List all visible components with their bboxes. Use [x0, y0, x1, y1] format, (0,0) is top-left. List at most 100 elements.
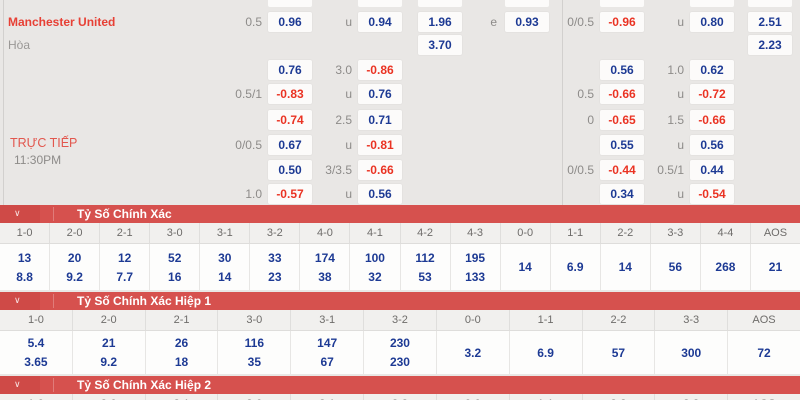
odds-value-button[interactable]: -0.66	[600, 84, 644, 104]
score-odds-cell[interactable]: 230 230	[364, 331, 437, 374]
score-odds-value[interactable]: 300	[681, 345, 702, 360]
odds-value-button[interactable]: 0.34	[600, 184, 644, 204]
section-header[interactable]: ∨ Tỷ Số Chính Xác Hiệp 2	[0, 376, 800, 394]
score-odds-cell[interactable]: 6.9	[510, 331, 583, 374]
score-odds-cell[interactable]: 12 7.7	[100, 244, 151, 290]
score-odds-value[interactable]: 32	[368, 269, 382, 284]
score-odds-value[interactable]: 8.8	[16, 269, 33, 284]
score-odds-value[interactable]: 6.9	[537, 345, 554, 360]
score-odds-value[interactable]: 100	[364, 250, 385, 265]
score-odds-value[interactable]: 268	[715, 260, 736, 274]
score-odds-value[interactable]: 133	[465, 269, 486, 284]
score-odds-cell[interactable]: 14	[501, 244, 551, 290]
odds-value-button[interactable]: 0.56	[690, 135, 734, 155]
odds-value-button[interactable]: 3.70	[418, 35, 462, 55]
collapse-toggle[interactable]: ∨	[0, 292, 40, 310]
odds-value-button[interactable]: 0.67	[268, 135, 312, 155]
score-odds-value[interactable]: 18	[174, 355, 189, 369]
score-odds-cell[interactable]: 268	[701, 244, 751, 290]
odds-value-button[interactable]: 0.55	[600, 135, 644, 155]
collapse-toggle[interactable]: ∨	[0, 376, 40, 394]
score-odds-value[interactable]: 116	[244, 336, 265, 350]
odds-value-button[interactable]: 0.62	[690, 60, 734, 80]
score-odds-value[interactable]: 13	[17, 250, 32, 265]
score-odds-value[interactable]: 7.7	[116, 269, 133, 284]
score-odds-cell[interactable]: 33 23	[250, 244, 301, 290]
score-odds-cell[interactable]: 147 67	[291, 331, 365, 374]
score-odds-value[interactable]: 3.65	[24, 355, 48, 369]
odds-value-button[interactable]: 0.71	[358, 110, 402, 130]
odds-value-button[interactable]: -0.74	[268, 110, 312, 130]
odds-value-button[interactable]: -0.96	[600, 12, 644, 32]
score-odds-cell[interactable]: 56	[651, 244, 701, 290]
score-odds-value[interactable]: 12	[117, 250, 132, 265]
score-odds-cell[interactable]: 174 38	[300, 244, 351, 290]
score-odds-cell[interactable]: 52 16	[150, 244, 201, 290]
score-odds-value[interactable]: 3.2	[464, 345, 482, 360]
score-odds-value[interactable]: 21	[768, 260, 783, 274]
score-odds-value[interactable]: 230	[389, 355, 410, 369]
odds-value-button[interactable]: 0.76	[268, 60, 312, 80]
score-odds-value[interactable]: 230	[389, 336, 410, 350]
score-odds-cell[interactable]: 21	[751, 244, 800, 290]
score-odds-value[interactable]: 52	[168, 250, 182, 265]
score-odds-value[interactable]: 57	[611, 345, 626, 360]
odds-value-button[interactable]: -0.72	[690, 84, 734, 104]
score-odds-cell[interactable]: 116 35	[218, 331, 292, 374]
score-odds-value[interactable]: 38	[318, 269, 332, 284]
score-odds-cell[interactable]: 3.2	[437, 331, 510, 374]
score-odds-cell[interactable]: 30 14	[200, 244, 251, 290]
score-odds-value[interactable]: 72	[757, 345, 771, 360]
score-odds-cell[interactable]: 100 32	[350, 244, 401, 290]
odds-value-button[interactable]: 0.93	[505, 12, 549, 32]
odds-value-button[interactable]: -0.66	[690, 110, 734, 130]
score-odds-cell[interactable]: 5.4 3.65	[0, 331, 73, 374]
score-odds-cell[interactable]: 195 133	[451, 244, 501, 290]
odds-value-button[interactable]: 0.76	[358, 84, 402, 104]
odds-value-button[interactable]: -0.57	[268, 184, 312, 204]
score-odds-value[interactable]: 53	[418, 269, 432, 284]
odds-value-button[interactable]: -0.81	[358, 135, 402, 155]
score-odds-value[interactable]: 20	[67, 250, 82, 265]
score-odds-value[interactable]: 112	[415, 250, 435, 265]
odds-value-button[interactable]: 2.51	[748, 12, 792, 32]
score-odds-cell[interactable]: 300	[655, 331, 729, 374]
odds-value-button[interactable]: 1.96	[418, 12, 462, 32]
odds-value-button[interactable]: 2.23	[748, 35, 792, 55]
score-odds-cell[interactable]: 112 53	[401, 244, 451, 290]
score-odds-cell[interactable]: 21 9.2	[73, 331, 146, 374]
odds-value-button[interactable]: 0.56	[600, 60, 644, 80]
score-odds-value[interactable]: 16	[168, 269, 182, 284]
score-odds-value[interactable]: 23	[268, 269, 282, 284]
score-odds-cell[interactable]: 20 9.2	[50, 244, 101, 290]
odds-value-button[interactable]: 0.94	[358, 12, 402, 32]
odds-value-button[interactable]: -0.54	[690, 184, 734, 204]
score-odds-value[interactable]: 174	[314, 250, 335, 265]
score-odds-value[interactable]: 26	[174, 336, 189, 350]
score-odds-value[interactable]: 30	[218, 250, 232, 265]
score-odds-value[interactable]: 56	[668, 260, 683, 274]
section-header[interactable]: ∨ Tỷ Số Chính Xác	[0, 205, 800, 223]
score-odds-value[interactable]: 67	[320, 355, 334, 369]
odds-value-button[interactable]: -0.83	[268, 84, 312, 104]
odds-value-button[interactable]: 0.80	[690, 12, 734, 32]
odds-value-button[interactable]: -0.66	[358, 160, 402, 180]
score-odds-value[interactable]: 147	[317, 336, 338, 350]
score-odds-value[interactable]: 9.2	[100, 355, 118, 369]
collapse-toggle[interactable]: ∨	[0, 205, 40, 223]
score-odds-cell[interactable]: 57	[583, 331, 656, 374]
odds-value-button[interactable]: -0.65	[600, 110, 644, 130]
score-odds-cell[interactable]: 26 18	[146, 331, 219, 374]
odds-value-button[interactable]: 0.56	[358, 184, 402, 204]
score-odds-value[interactable]: 14	[518, 260, 532, 274]
odds-value-button[interactable]: -0.86	[358, 60, 402, 80]
score-odds-value[interactable]: 14	[218, 269, 232, 284]
section-header[interactable]: ∨ Tỷ Số Chính Xác Hiệp 1	[0, 292, 800, 310]
score-odds-cell[interactable]: 6.9	[551, 244, 601, 290]
score-odds-cell[interactable]: 14	[601, 244, 651, 290]
odds-value-button[interactable]: 0.50	[268, 160, 312, 180]
score-odds-value[interactable]: 33	[268, 250, 282, 265]
score-odds-cell[interactable]: 13 8.8	[0, 244, 51, 290]
odds-value-button[interactable]: 0.44	[690, 160, 734, 180]
score-odds-value[interactable]: 14	[618, 260, 632, 274]
